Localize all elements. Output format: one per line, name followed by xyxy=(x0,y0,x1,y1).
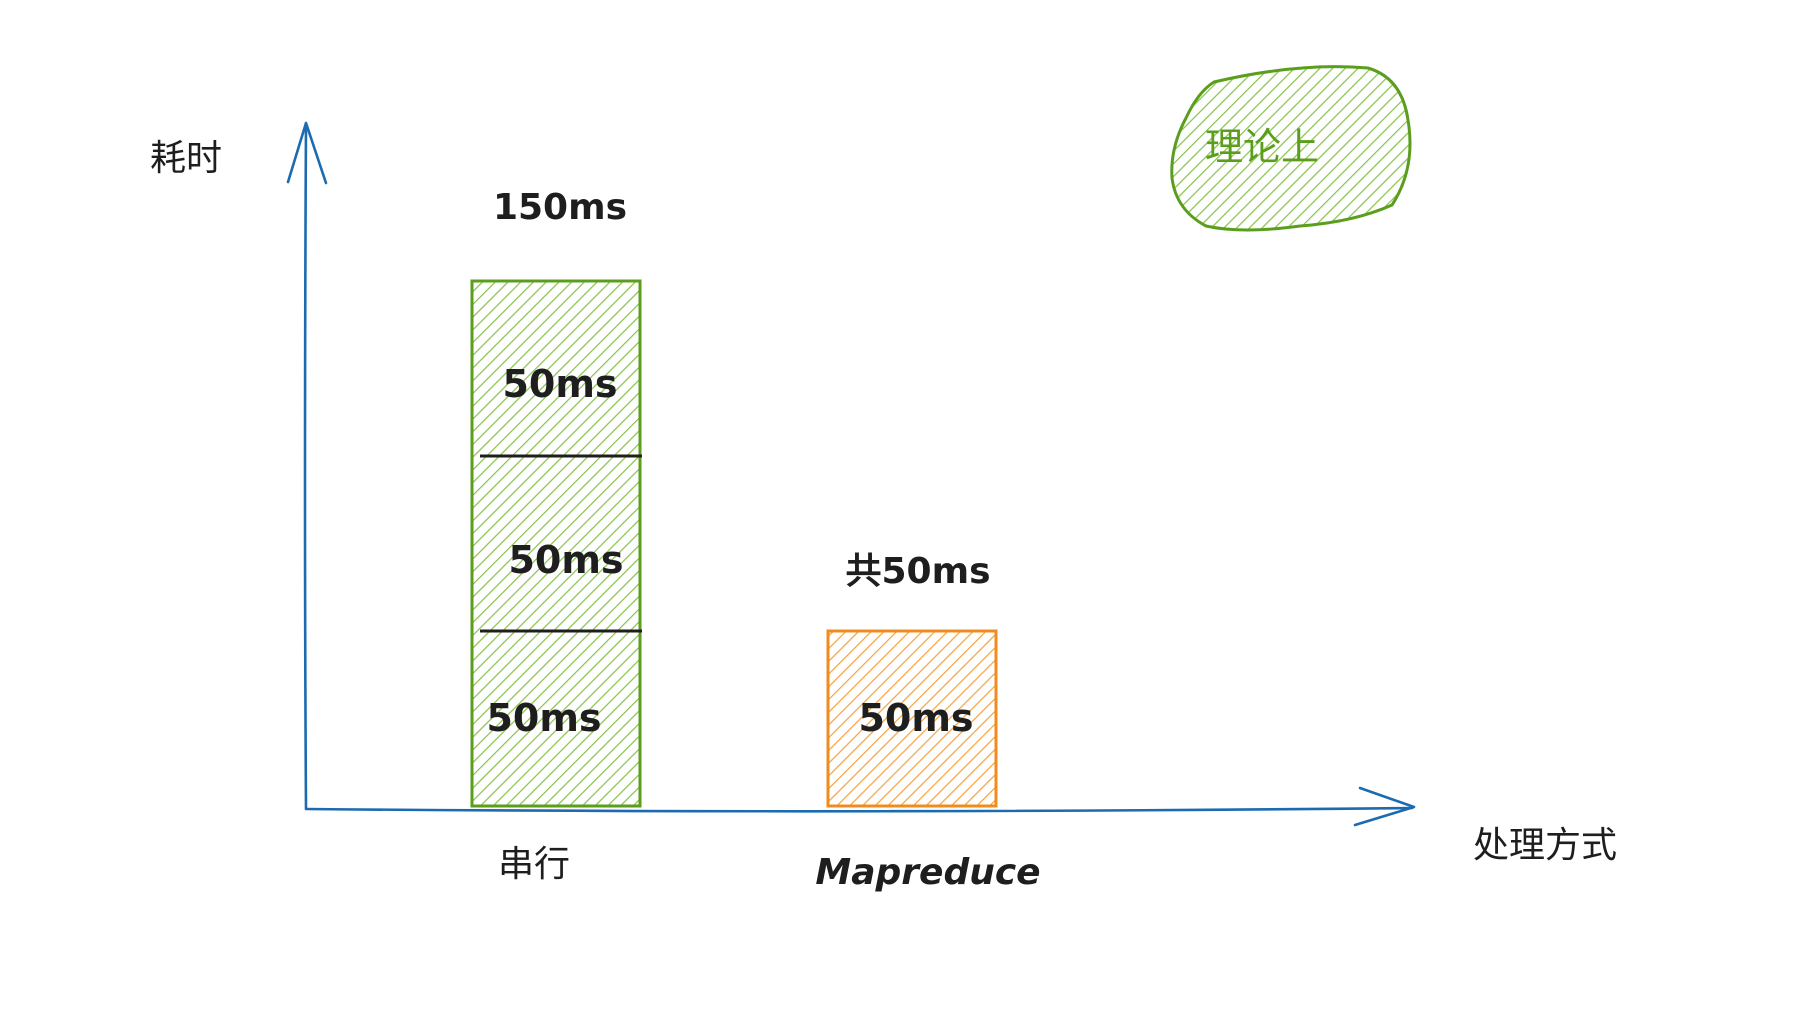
segment-label-serial-3: 50ms xyxy=(502,362,617,406)
total-label-mapreduce: 共50ms xyxy=(845,551,990,592)
y-axis-label: 耗时 xyxy=(150,138,222,179)
x-axis-arrow-icon xyxy=(1353,786,1416,827)
segment-label-mapreduce-1: 50ms xyxy=(858,696,973,740)
total-label-serial: 150ms xyxy=(493,187,627,228)
annotation-badge: 理论上 xyxy=(1170,65,1412,232)
segment-label-serial-2: 50ms xyxy=(508,538,623,582)
category-label-serial: 串行 xyxy=(498,844,570,885)
x-axis-label: 处理方式 xyxy=(1473,825,1617,866)
annotation-blob xyxy=(1170,65,1412,232)
y-axis xyxy=(303,123,308,810)
annotation-text: 理论上 xyxy=(1205,125,1319,169)
bars xyxy=(470,279,998,808)
segment-label-serial-1: 50ms xyxy=(486,696,601,740)
y-axis-arrow-icon xyxy=(286,121,328,185)
category-label-mapreduce: Mapreduce xyxy=(815,852,1040,893)
bar-mapreduce xyxy=(826,629,998,808)
axes xyxy=(286,121,1416,827)
x-axis xyxy=(304,806,1414,813)
bar-serial xyxy=(470,279,642,808)
